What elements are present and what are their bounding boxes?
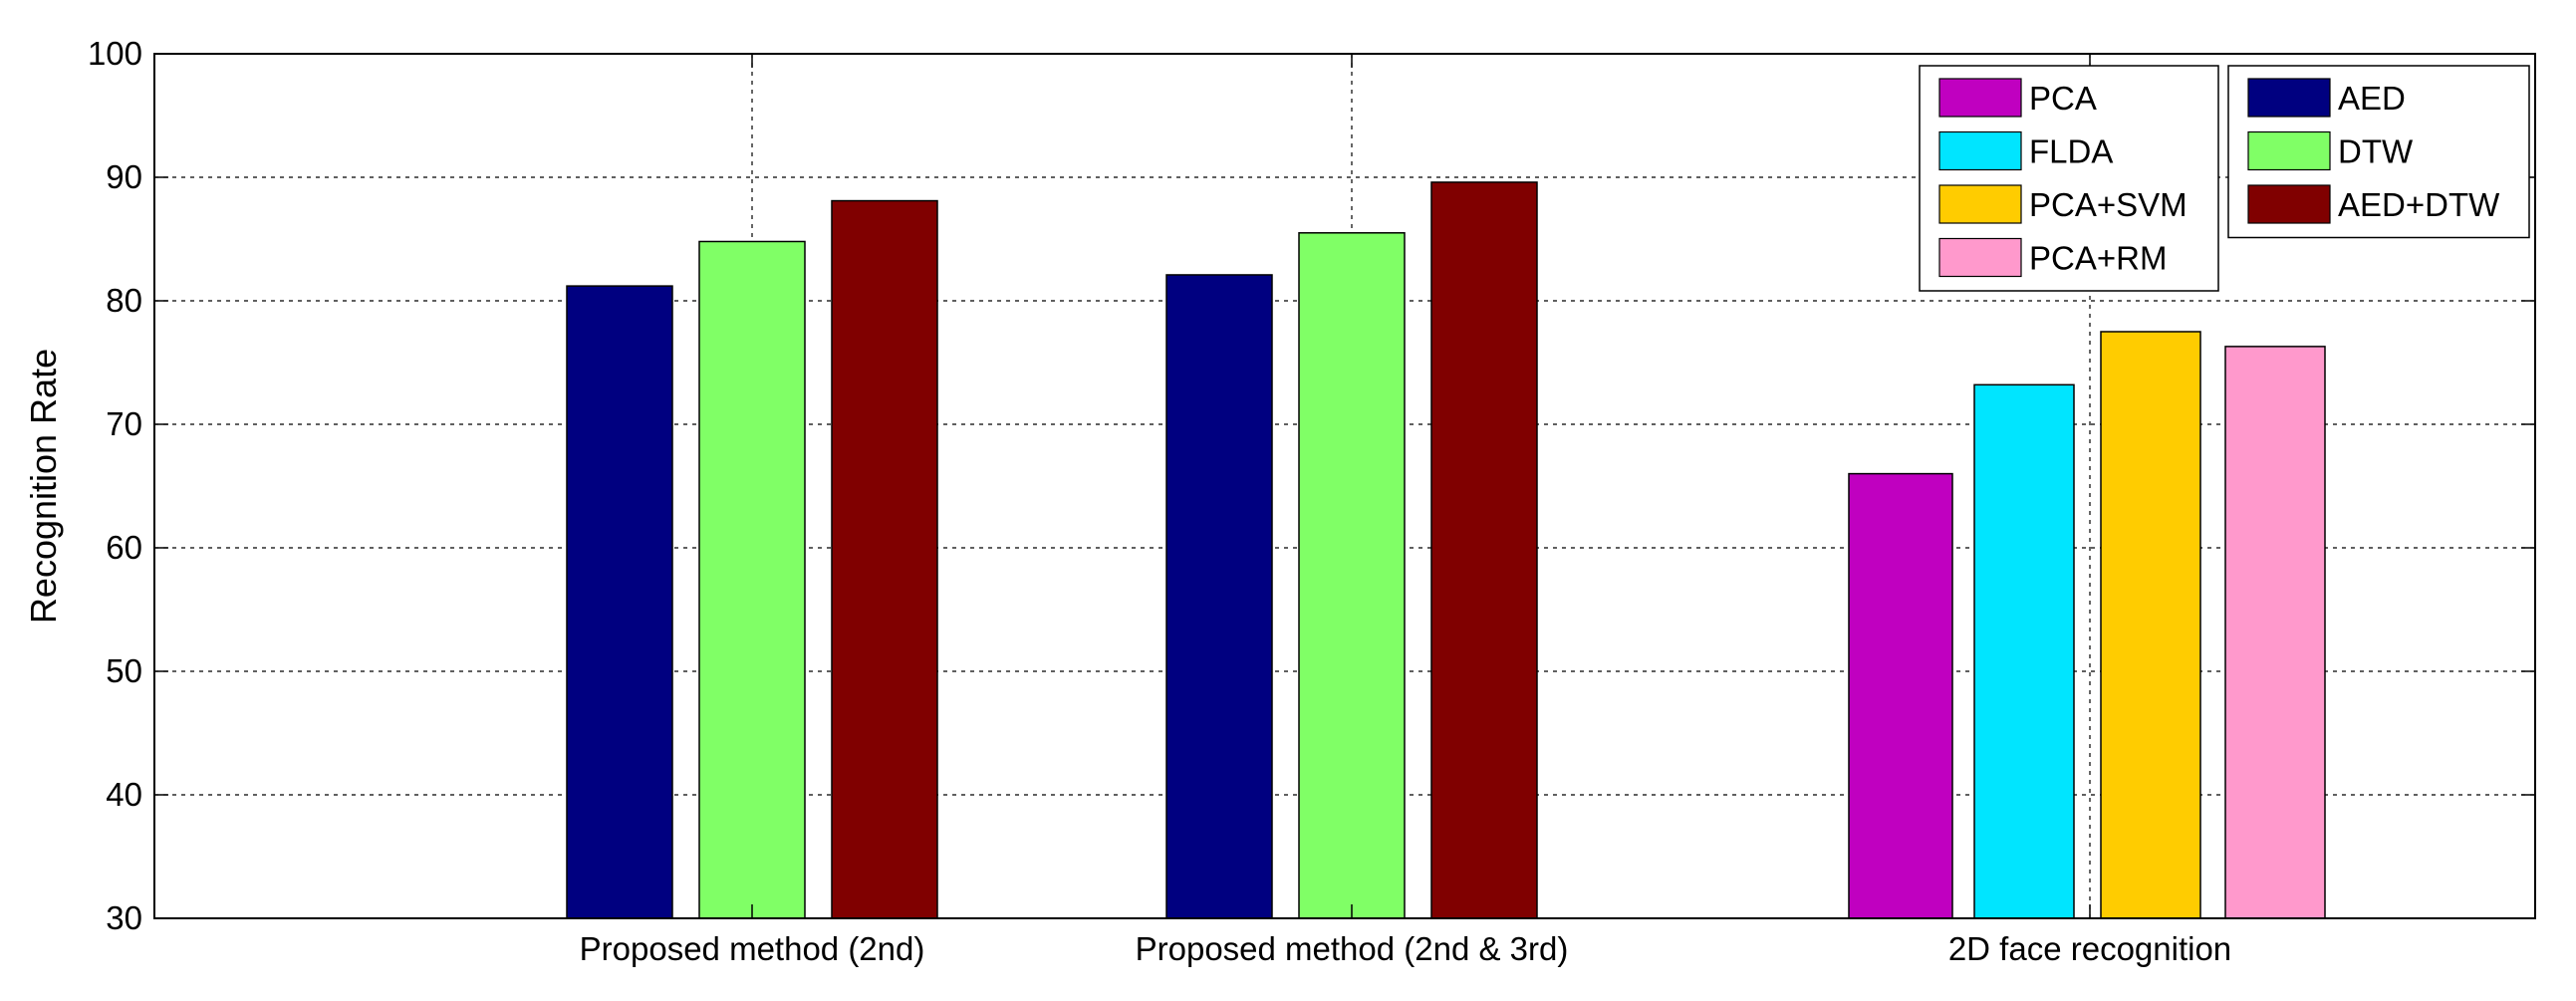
legend-swatch-aed <box>2247 78 2331 118</box>
y-tick-label: 40 <box>106 776 142 813</box>
bar-dtw <box>1298 232 1406 919</box>
bar-pca-rm <box>2224 346 2326 919</box>
legend-label-pca: PCA <box>2029 80 2097 117</box>
legend-swatch-flda <box>1938 130 2022 171</box>
bar-flda <box>1973 383 2075 919</box>
legend-swatch-pca <box>1938 78 2022 118</box>
y-tick-label: 80 <box>106 282 142 319</box>
y-tick-label: 60 <box>106 529 142 566</box>
bar-pca-svm <box>2100 331 2201 919</box>
x-tick-label: Proposed method (2nd) <box>580 930 925 967</box>
axes-box <box>153 53 2536 919</box>
y-tick-label: 50 <box>106 652 142 689</box>
legend-label-pca-rm: PCA+RM <box>2029 240 2167 277</box>
bar-aed-dtw <box>1430 181 1538 919</box>
bar-pca <box>1848 472 1953 919</box>
y-tick-label: 70 <box>106 405 142 442</box>
legend-label-pca-svm: PCA+SVM <box>2029 186 2188 223</box>
bar-aed <box>1165 274 1273 919</box>
legend-label-aed: AED <box>2338 80 2406 117</box>
x-tick-label: 2D face recognition <box>1948 930 2231 967</box>
bar-aed-dtw <box>831 199 938 919</box>
bar-aed <box>566 285 673 919</box>
legend-swatch-pca-svm <box>1938 184 2022 224</box>
y-tick-label: 90 <box>106 158 142 195</box>
y-tick-label: 100 <box>88 35 142 72</box>
legend-label-flda: FLDA <box>2029 133 2113 170</box>
legend-swatch-pca-rm <box>1938 237 2022 278</box>
y-axis-label: Recognition Rate <box>23 349 64 624</box>
y-tick-label: 30 <box>106 899 142 936</box>
legend-swatch-aed-dtw <box>2247 184 2331 224</box>
legend-label-aed-dtw: AED+DTW <box>2338 186 2500 223</box>
bar-dtw <box>698 240 806 919</box>
x-tick-label: Proposed method (2nd & 3rd) <box>1136 930 1569 967</box>
legend-swatch-dtw <box>2247 130 2331 171</box>
legend-label-dtw: DTW <box>2338 133 2414 170</box>
